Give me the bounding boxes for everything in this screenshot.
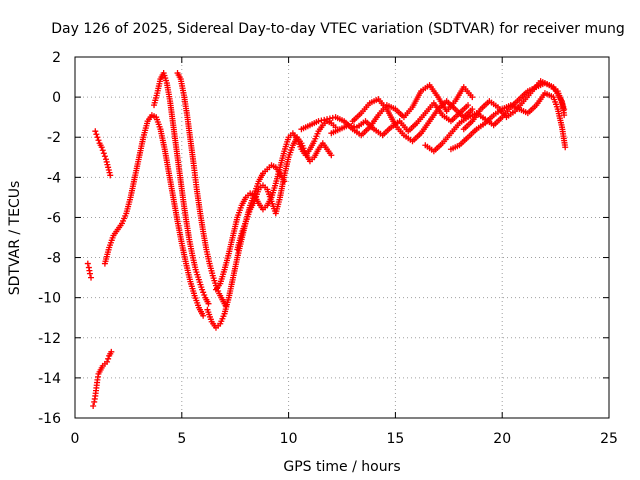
grid	[75, 57, 609, 418]
y-tick-label: -12	[38, 331, 61, 347]
data-point	[318, 117, 325, 124]
data-point	[88, 274, 95, 281]
series-arc-early-high	[92, 128, 114, 179]
data-point	[324, 116, 331, 123]
data-point	[469, 94, 476, 101]
data-point	[561, 112, 568, 119]
data-point	[465, 102, 472, 109]
data-point	[201, 291, 208, 298]
data-point	[345, 122, 352, 129]
y-tick-label: -14	[38, 371, 61, 387]
data-point	[105, 166, 112, 173]
series-arc-early-low	[84, 260, 95, 281]
data-point	[105, 355, 112, 362]
data-point	[199, 286, 206, 293]
data-point	[328, 152, 335, 159]
data-point	[106, 169, 113, 176]
y-tick-label: -10	[38, 291, 61, 307]
data-point	[108, 348, 115, 355]
data-point	[95, 137, 102, 144]
series-arc-afternoon-b	[447, 90, 569, 153]
y-tick-label: -2	[47, 130, 61, 146]
data-point	[104, 161, 111, 168]
data-point	[94, 134, 101, 141]
data-point	[562, 144, 569, 151]
data-point	[92, 128, 99, 135]
series-arc-second-peak	[174, 70, 229, 309]
data-point	[200, 312, 207, 319]
series-arc-rise	[101, 112, 207, 319]
data-point	[351, 123, 358, 130]
plot-frame	[74, 56, 610, 419]
x-axis-label: GPS time / hours	[283, 459, 400, 475]
data-point	[86, 270, 93, 277]
data-point	[103, 158, 110, 165]
data-point	[561, 106, 568, 113]
data-point	[321, 116, 328, 123]
series-arc-recovery-b	[234, 134, 335, 253]
x-tick-label: 5	[177, 431, 186, 447]
data-point	[469, 106, 476, 113]
data-point	[84, 260, 91, 267]
data-point	[105, 164, 112, 171]
data-point	[98, 144, 105, 151]
series-arc-peak	[151, 70, 212, 307]
data-point	[315, 118, 322, 125]
data-points	[84, 70, 569, 409]
x-tick-label: 15	[386, 431, 404, 447]
series-arc-midday-b	[328, 100, 472, 139]
x-tick-label: 0	[71, 431, 80, 447]
data-point	[348, 122, 355, 129]
y-tick-label: -16	[38, 411, 61, 427]
data-point	[101, 153, 108, 160]
data-point	[90, 402, 97, 409]
data-point	[102, 156, 109, 163]
series-arc-deep	[90, 348, 115, 409]
y-tick-label: 2	[52, 50, 61, 66]
data-point	[107, 172, 114, 179]
data-point	[99, 147, 106, 154]
axis-ticks: 0 5 10 15 20 25 -16 -14 -12 -10 -8 -6 -4 -2 0 2	[38, 50, 618, 447]
y-tick-label: 0	[52, 90, 61, 106]
data-point	[104, 358, 111, 365]
x-tick-label: 20	[493, 431, 511, 447]
y-tick-label: -4	[47, 170, 61, 186]
y-tick-label: -6	[47, 210, 61, 226]
chart-title: Day 126 of 2025, Sidereal Day-to-day VTE…	[51, 21, 625, 37]
data-point	[205, 300, 212, 307]
x-tick-label: 25	[600, 431, 618, 447]
y-tick-label: -8	[47, 251, 61, 267]
x-tick-label: 10	[280, 431, 298, 447]
series-arc-midday-a	[298, 82, 476, 139]
series-arc-afternoon-c	[460, 78, 568, 133]
data-point	[100, 150, 107, 157]
data-point	[326, 115, 333, 122]
data-point	[93, 131, 100, 138]
series-arc-midday-c	[349, 96, 476, 145]
data-point	[200, 289, 207, 296]
y-axis-label: SDTVAR / TECUs	[7, 181, 23, 296]
